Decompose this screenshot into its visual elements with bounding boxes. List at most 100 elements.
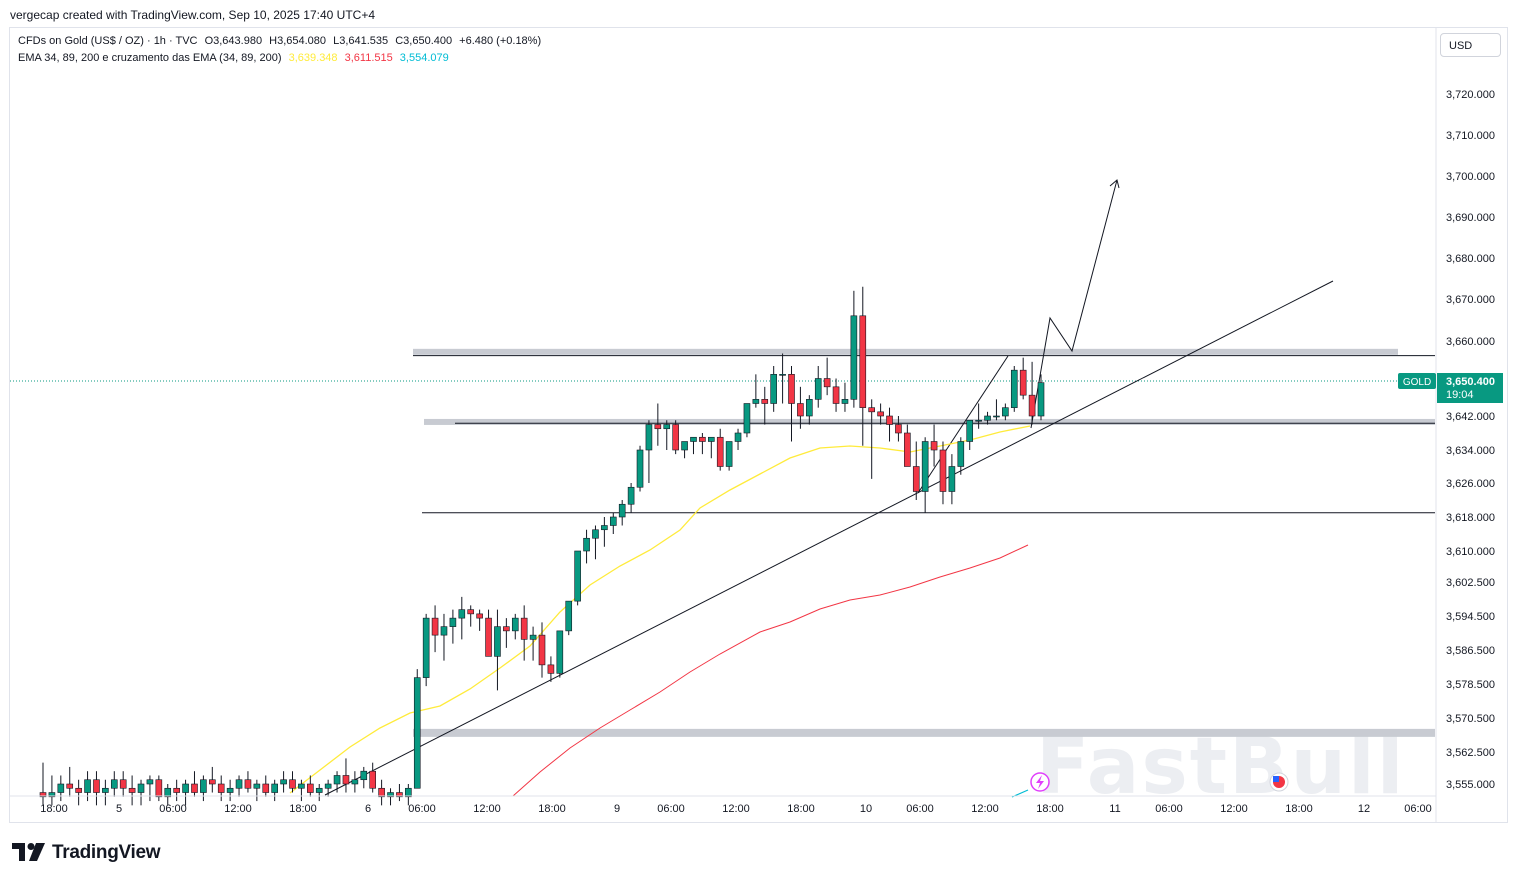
candle-body bbox=[832, 386, 840, 404]
candle bbox=[1010, 366, 1018, 412]
candle bbox=[200, 775, 207, 802]
candle-body bbox=[752, 399, 760, 404]
candle-body bbox=[200, 779, 207, 793]
candle-body bbox=[235, 779, 243, 789]
candle bbox=[984, 411, 991, 425]
candle bbox=[690, 436, 697, 455]
candle bbox=[850, 290, 858, 408]
candle bbox=[511, 613, 519, 640]
tradingview-logo[interactable]: TradingView bbox=[12, 842, 161, 864]
resistance-zone bbox=[413, 348, 1398, 355]
candle-body bbox=[592, 529, 599, 539]
candle bbox=[957, 437, 965, 475]
candle-body bbox=[485, 617, 492, 657]
candle bbox=[57, 775, 65, 802]
fastbull-watermark: FastBull bbox=[1036, 722, 1406, 812]
time-axis: 18:00 5 06:00 12:00 18:00 6 06:00 12:00 18:00 9 06… bbox=[10, 795, 1436, 815]
candle-body bbox=[797, 403, 804, 417]
candle bbox=[921, 437, 929, 513]
candle bbox=[422, 613, 430, 687]
candle bbox=[708, 436, 715, 459]
candle-body bbox=[761, 399, 769, 404]
price-tick-label: 3,594.500 bbox=[1446, 611, 1495, 623]
candle-body bbox=[886, 415, 893, 425]
candle-body bbox=[609, 516, 617, 526]
candle bbox=[975, 403, 982, 429]
candle-body bbox=[716, 436, 724, 467]
candle-body bbox=[663, 424, 671, 430]
legend-symbol[interactable]: CFDs on Gold (US$ / OZ) · 1h · TVC bbox=[18, 35, 198, 47]
candle-body bbox=[859, 315, 867, 408]
candle-body bbox=[788, 374, 795, 404]
legend-indicator-name[interactable]: EMA 34, 89, 200 e cruzamento das EMA (34… bbox=[18, 52, 282, 64]
candle bbox=[939, 441, 947, 505]
candle bbox=[788, 366, 795, 442]
candle-body bbox=[877, 411, 884, 417]
candle bbox=[583, 529, 590, 564]
candle-body bbox=[511, 617, 519, 632]
candle bbox=[119, 771, 127, 797]
price-tick-label: 3,578.500 bbox=[1446, 679, 1495, 691]
candle-body bbox=[280, 779, 287, 785]
candle bbox=[663, 420, 671, 450]
candle-body bbox=[244, 779, 252, 789]
candle bbox=[832, 378, 840, 412]
candle-body bbox=[984, 415, 991, 421]
candle bbox=[253, 779, 261, 802]
candle-body bbox=[1002, 407, 1009, 417]
candle-body bbox=[360, 770, 368, 781]
candle bbox=[146, 775, 154, 802]
price-tick-label: 3,618.000 bbox=[1446, 512, 1495, 524]
candle-body bbox=[601, 525, 608, 531]
time-tick-label: 12:00 bbox=[971, 803, 999, 815]
candle-body bbox=[699, 436, 706, 442]
candle bbox=[298, 779, 305, 802]
candle-body bbox=[324, 783, 332, 789]
price-tick-label: 3,562.500 bbox=[1446, 747, 1495, 759]
price-tick-label: 3,680.000 bbox=[1446, 253, 1495, 265]
candle bbox=[636, 445, 644, 492]
candle bbox=[182, 779, 189, 806]
candle bbox=[173, 779, 180, 802]
candle bbox=[485, 609, 492, 657]
legend-ema89-value: 3,611.515 bbox=[344, 52, 393, 64]
candle-body bbox=[458, 609, 466, 619]
candle-body bbox=[681, 441, 688, 451]
time-tick-label: 18:00 bbox=[1285, 803, 1313, 815]
candle-body bbox=[476, 613, 483, 619]
zones-layer bbox=[10, 348, 1435, 737]
time-tick-label: 06:00 bbox=[159, 803, 187, 815]
candle bbox=[369, 762, 376, 793]
candle bbox=[458, 596, 466, 640]
legend-open: O3,643.980 bbox=[204, 35, 263, 47]
candle bbox=[556, 630, 564, 678]
time-tick-label: 5 bbox=[116, 803, 122, 815]
badge-price: 3,650.400 bbox=[1446, 376, 1495, 388]
price-tick-label: 3,720.000 bbox=[1446, 89, 1495, 101]
candle bbox=[645, 420, 653, 483]
currency-button[interactable]: USD bbox=[1440, 33, 1501, 57]
price-tick-label: 3,660.000 bbox=[1446, 336, 1495, 348]
legend-high: H3,654.080 bbox=[269, 35, 327, 47]
candle bbox=[1028, 361, 1036, 425]
candle bbox=[280, 771, 287, 793]
price-tick-label: 3,710.000 bbox=[1446, 130, 1495, 142]
candle bbox=[413, 669, 421, 789]
candle bbox=[39, 762, 47, 806]
candle bbox=[289, 771, 296, 793]
candle-body bbox=[48, 792, 56, 798]
candle-body bbox=[396, 792, 403, 798]
candle-body bbox=[912, 466, 920, 492]
candle-body bbox=[895, 424, 902, 434]
candle-body bbox=[921, 441, 929, 492]
candle bbox=[565, 600, 573, 636]
candle-body bbox=[806, 399, 813, 417]
candle bbox=[315, 784, 323, 802]
time-tick-label: 12:00 bbox=[473, 803, 501, 815]
candle-body bbox=[1037, 382, 1045, 417]
candle bbox=[761, 386, 769, 425]
candle-body bbox=[173, 787, 180, 793]
candle bbox=[102, 779, 109, 806]
candle bbox=[378, 779, 385, 806]
